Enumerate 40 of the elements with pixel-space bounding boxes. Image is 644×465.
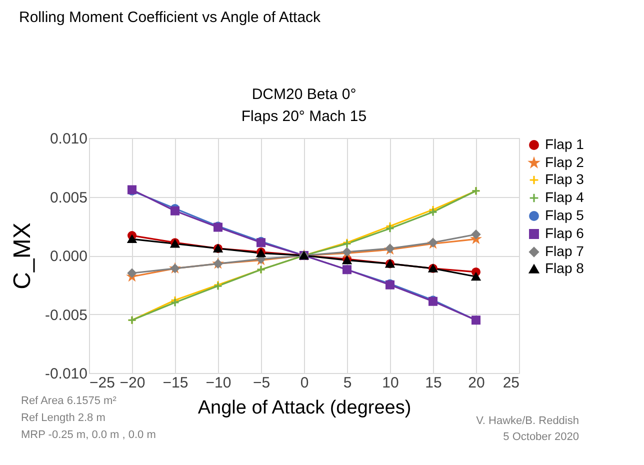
x-tick-label: −20 — [120, 374, 146, 392]
text: MRP -0.25 m, 0.0 m , 0.0 m — [21, 429, 156, 441]
point — [471, 230, 481, 239]
text: Ref Area 6.1575 m² — [21, 395, 117, 407]
legend-label: Flap 3 — [545, 171, 584, 187]
point — [170, 206, 180, 216]
point — [428, 208, 438, 217]
legend-label: Flap 7 — [545, 243, 584, 259]
x-tick-label: 10 — [382, 374, 399, 392]
legend-label: Flap 4 — [545, 189, 584, 205]
x-tick-label: −15 — [162, 374, 188, 392]
point — [471, 272, 481, 281]
legend-label: Flap 5 — [545, 207, 584, 223]
y-tick-label: 0.010 — [50, 130, 88, 148]
legend-label: Flap 1 — [545, 136, 584, 152]
legend-label: Flap 8 — [545, 260, 584, 276]
chart-subtitle: DCM20 Beta 0° Flaps 20° Mach 15 — [241, 86, 367, 125]
y-tick-label: -0.010 — [44, 366, 88, 382]
x-tick-label: 25 — [502, 374, 520, 392]
text: Ref Length 2.8 m — [21, 412, 106, 424]
x-tick-label: 0 — [300, 374, 309, 392]
x-axis-title: Angle of Attack (degrees) — [198, 398, 412, 418]
y-tick-label: 0.005 — [50, 189, 88, 206]
x-tick-label: 5 — [343, 374, 352, 392]
y-tick-label: 0.000 — [50, 248, 88, 265]
text: 5 October 2020 — [503, 431, 579, 443]
legend-label: Flap 2 — [545, 154, 584, 170]
x-tick-label: −10 — [206, 374, 232, 392]
y-tick-label: -0.005 — [44, 306, 88, 324]
y-axis-title: C_MX — [8, 222, 36, 290]
x-tick-label: 15 — [425, 374, 442, 392]
x-tick-label: −5 — [252, 374, 270, 392]
point — [170, 298, 180, 308]
text: V. Hawke/B. Reddish — [476, 415, 579, 427]
point — [127, 268, 137, 278]
x-tick-label: −25 — [90, 374, 115, 392]
chart-title: Rolling Moment Coefficient vs Angle of Attack — [19, 9, 322, 26]
point — [127, 235, 137, 244]
legend-label: Flap 6 — [545, 225, 584, 241]
x-tick-label: 20 — [468, 374, 485, 392]
